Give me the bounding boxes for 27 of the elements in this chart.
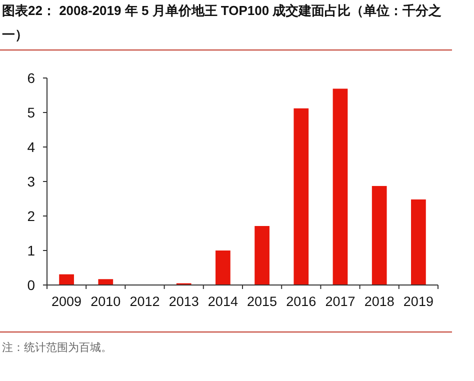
bar bbox=[332, 88, 348, 285]
bar bbox=[294, 108, 309, 285]
chart-title: 图表22： 2008-2019 年 5 月单价地王 TOP100 成交建面占比（单位：千分之一） bbox=[2, 3, 442, 42]
x-tick-label: 2010 bbox=[90, 294, 121, 309]
bar bbox=[372, 186, 387, 285]
bar bbox=[59, 274, 74, 285]
y-tick-label: 5 bbox=[27, 104, 36, 120]
x-tick-label: 2017 bbox=[325, 294, 356, 309]
y-tick-label: 1 bbox=[27, 242, 36, 258]
x-tick-label: 2018 bbox=[364, 294, 394, 309]
y-tick-label: 0 bbox=[27, 276, 36, 293]
x-tick-label: 2014 bbox=[208, 294, 238, 309]
text: 注：统计范围为百城。 bbox=[2, 341, 112, 354]
x-tick-label: 2019 bbox=[403, 294, 434, 309]
x-tick-label: 2015 bbox=[247, 294, 278, 309]
x-tick-label: 2016 bbox=[286, 294, 316, 309]
bar bbox=[98, 279, 114, 285]
bar bbox=[254, 226, 270, 285]
x-tick-label: 2013 bbox=[168, 294, 199, 309]
y-tick-label: 6 bbox=[27, 70, 36, 86]
y-tick-label: 3 bbox=[27, 173, 36, 190]
bar bbox=[216, 250, 230, 285]
x-tick-label: 2012 bbox=[130, 294, 160, 309]
bar bbox=[411, 199, 426, 285]
y-tick-label: 4 bbox=[27, 138, 36, 155]
y-tick-label: 2 bbox=[27, 208, 36, 224]
x-tick-label: 2009 bbox=[52, 294, 82, 309]
